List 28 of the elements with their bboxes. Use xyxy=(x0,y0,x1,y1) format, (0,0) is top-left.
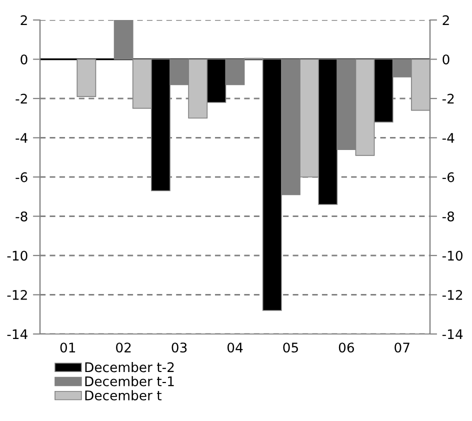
y2-tick-label: -6 xyxy=(442,172,454,182)
x-tick-label: 01 xyxy=(60,342,76,353)
legend-label: December t-2 xyxy=(85,362,174,372)
x-tick-label: 07 xyxy=(394,342,410,353)
y-tick-label: -12 xyxy=(7,290,27,300)
y2-tick-label: 0 xyxy=(442,54,450,64)
y-tick-label: 0 xyxy=(20,54,28,64)
y2-tick-label: -10 xyxy=(442,250,462,261)
y-tick-label: 2 xyxy=(20,15,27,26)
y-tick-label: -8 xyxy=(16,211,28,222)
legend-label: December t xyxy=(85,390,162,400)
y2-tick-label: -12 xyxy=(442,290,462,300)
y-tick-label: -4 xyxy=(16,133,28,143)
y-tick-label: -2 xyxy=(16,94,27,104)
y2-tick-label: -8 xyxy=(442,211,454,222)
y-tick-label: -6 xyxy=(16,172,28,182)
y-tick-label: -14 xyxy=(7,329,28,340)
x-tick-label: 06 xyxy=(338,342,354,353)
x-tick-label: 02 xyxy=(116,342,131,353)
y-tick-label: -10 xyxy=(7,250,28,261)
legend-label: December t-1 xyxy=(85,376,174,386)
y2-tick-label: 2 xyxy=(442,15,449,26)
x-tick-label: 03 xyxy=(172,342,187,353)
y2-tick-label: -14 xyxy=(442,329,463,340)
x-tick-label: 05 xyxy=(283,342,298,353)
y2-tick-label: -2 xyxy=(442,94,454,104)
x-tick-label: 04 xyxy=(227,342,243,353)
y2-tick-label: -4 xyxy=(442,133,454,143)
